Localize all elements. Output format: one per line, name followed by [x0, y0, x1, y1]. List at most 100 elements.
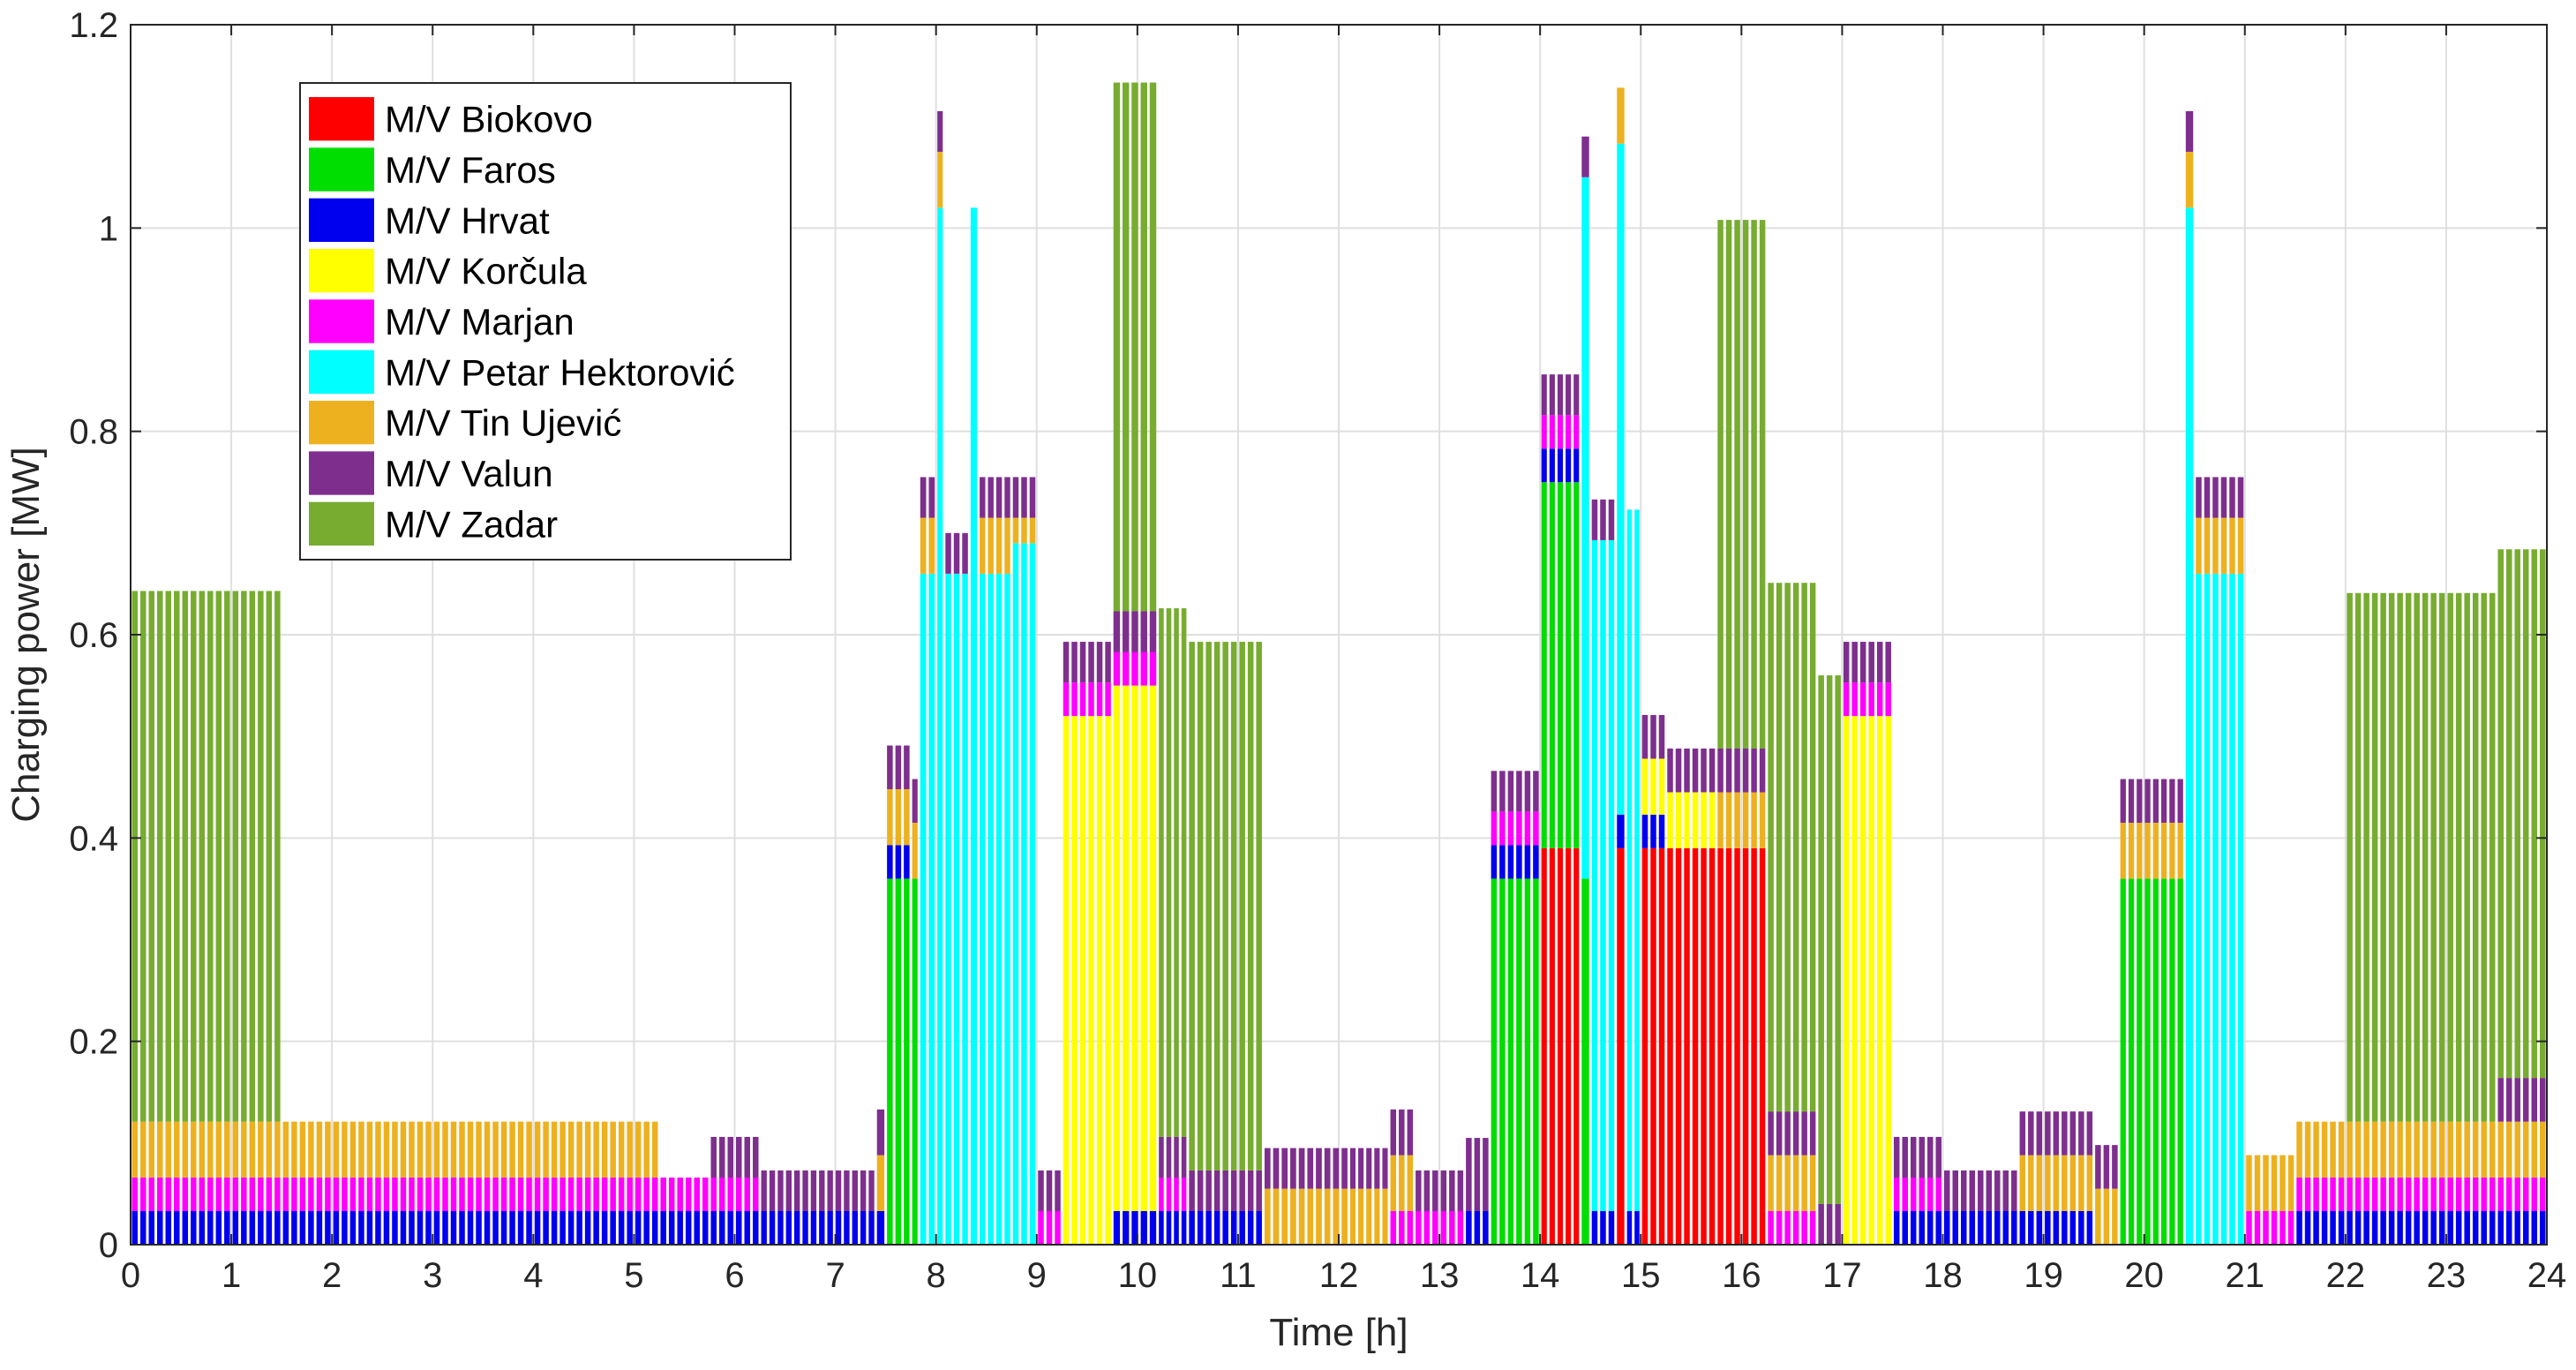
bar-segment: [962, 532, 968, 574]
bar-segment: [1038, 1170, 1044, 1211]
bar-segment: [2447, 1210, 2453, 1245]
bar-segment: [450, 1121, 457, 1178]
bar-segment: [1734, 792, 1740, 848]
bar-segment: [1801, 1155, 1807, 1211]
legend-label: M/V Korčula: [385, 251, 587, 292]
bar-segment: [241, 1121, 247, 1178]
bar-segment: [1650, 814, 1656, 848]
bar-segment: [509, 1121, 515, 1178]
bar-segment: [1557, 374, 1564, 416]
x-tick-label: 8: [927, 1256, 946, 1295]
bar-segment: [224, 1210, 230, 1245]
bar-segment: [761, 1210, 767, 1245]
bar-segment: [2287, 1210, 2294, 1245]
x-tick-label: 18: [1923, 1256, 1963, 1295]
bar-segment: [1341, 1188, 1348, 1245]
bar-segment: [1768, 1111, 1774, 1155]
bar-segment: [1717, 748, 1724, 793]
bar-segment: [2152, 779, 2159, 824]
bar-segment: [2011, 1210, 2017, 1245]
bar-segment: [1499, 845, 1506, 879]
bar-segment: [2438, 1210, 2445, 1245]
bar-segment: [148, 591, 155, 1122]
bar-segment: [274, 1210, 281, 1245]
bar-segment: [1316, 1188, 1322, 1245]
bar-segment: [2363, 1210, 2369, 1245]
bar-segment: [2204, 477, 2211, 518]
bar-segment: [1961, 1210, 1967, 1245]
bar-segment: [988, 477, 994, 518]
bar-segment: [2489, 592, 2496, 1122]
bar-segment: [2363, 1177, 2369, 1211]
bar-segment: [2019, 1155, 2026, 1211]
bar-segment: [2539, 1177, 2546, 1211]
bar-segment: [1063, 682, 1070, 717]
bar-segment: [1466, 1210, 1472, 1245]
bar-segment: [785, 1170, 792, 1211]
bar-segment: [1809, 1155, 1816, 1211]
bar-segment: [207, 1177, 214, 1211]
bar-segment: [316, 1210, 323, 1245]
bar-segment: [174, 1177, 180, 1211]
bar-segment: [1189, 642, 1195, 1171]
bar-segment: [333, 1121, 340, 1178]
bar-segment: [2414, 1121, 2420, 1178]
bar-segment: [710, 1136, 717, 1178]
bar-segment: [1792, 1155, 1799, 1211]
bar-segment: [2321, 1177, 2328, 1211]
bar-segment: [937, 151, 943, 208]
bar-segment: [1222, 642, 1228, 1171]
x-tick-label: 2: [322, 1256, 342, 1295]
bar-segment: [1029, 477, 1036, 518]
bar-segment: [148, 1177, 155, 1211]
bar-segment: [1986, 1210, 1993, 1245]
bar-segment: [2354, 1121, 2362, 1178]
bar-segment: [769, 1170, 776, 1211]
bar-segment: [450, 1210, 457, 1245]
bar-segment: [2263, 1210, 2269, 1245]
bar-segment: [1935, 1136, 1941, 1178]
bar-segment: [1423, 1210, 1431, 1245]
bar-segment: [358, 1210, 364, 1245]
bar-segment: [2237, 573, 2244, 1245]
bar-segment: [1166, 1136, 1172, 1178]
bar-segment: [2539, 1121, 2546, 1178]
bar-segment: [1851, 642, 1858, 683]
bar-segment: [2497, 1121, 2504, 1178]
bar-segment: [500, 1177, 507, 1211]
bar-segment: [1491, 878, 1498, 1245]
bar-segment: [2196, 573, 2202, 1245]
bar-segment: [131, 1210, 139, 1245]
bar-segment: [2212, 477, 2219, 518]
bar-segment: [1113, 1210, 1121, 1245]
bar-segment: [2036, 1111, 2043, 1155]
y-tick-label: 0.4: [69, 819, 118, 858]
bar-segment: [560, 1177, 566, 1211]
bar-segment: [291, 1210, 297, 1245]
x-tick-label: 4: [523, 1256, 543, 1295]
bar-segment: [266, 1121, 273, 1178]
bar-segment: [2103, 1188, 2110, 1245]
bar-segment: [1149, 685, 1157, 1211]
bar-segment: [299, 1121, 306, 1178]
bar-segment: [1507, 811, 1514, 846]
bar-segment: [1910, 1177, 1917, 1211]
bar-segment: [1626, 1210, 1633, 1245]
bar-segment: [182, 591, 189, 1122]
bar-segment: [2405, 592, 2412, 1122]
bar-segment: [1349, 1188, 1356, 1245]
bar-segment: [769, 1210, 776, 1245]
bar-segment: [392, 1121, 398, 1178]
bar-segment: [392, 1210, 398, 1245]
bar-segment: [635, 1177, 642, 1211]
bar-segment: [2185, 207, 2194, 1245]
bar-segment: [1600, 1210, 1606, 1245]
bar-segment: [1131, 685, 1138, 1211]
bar-segment: [1885, 642, 1891, 683]
bar-segment: [1843, 642, 1850, 683]
bar-segment: [887, 789, 893, 846]
legend-swatch: [309, 401, 374, 445]
bar-segment: [593, 1177, 599, 1211]
bar-segment: [1407, 1155, 1414, 1211]
bar-segment: [2371, 592, 2378, 1122]
